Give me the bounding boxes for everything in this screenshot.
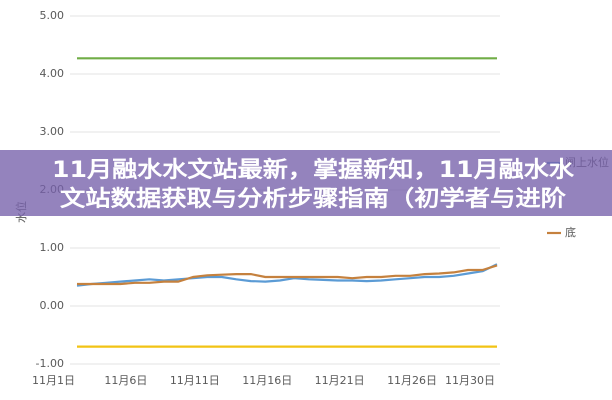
y-tick-label: 5.00 [40, 9, 65, 22]
banner [0, 150, 612, 216]
banner-line: 11月融水水文站最新，掌握新知，11月融水水 [52, 157, 575, 183]
y-tick-label: 0.00 [40, 299, 65, 312]
x-tick-label: 11月26日 [387, 374, 437, 387]
y-tick-label: 1.00 [40, 241, 65, 254]
y-tick-label: -1.00 [36, 357, 64, 370]
series-line [77, 264, 498, 286]
x-tick-label: 11月30日 [445, 374, 495, 387]
x-tick-label: 11月1日 [32, 374, 75, 387]
y-tick-label: 4.00 [40, 67, 65, 80]
legend-label: 底 [565, 225, 576, 239]
x-tick-label: 11月11日 [170, 374, 220, 387]
x-tick-label: 11月6日 [104, 374, 147, 387]
x-tick-label: 11月16日 [242, 374, 292, 387]
series-line [76, 263, 498, 287]
x-tick-label: 11月21日 [315, 374, 365, 387]
banner-line: 文站数据获取与分析步骤指南（初学者与进阶 [60, 186, 567, 212]
y-tick-label: 3.00 [40, 125, 65, 138]
